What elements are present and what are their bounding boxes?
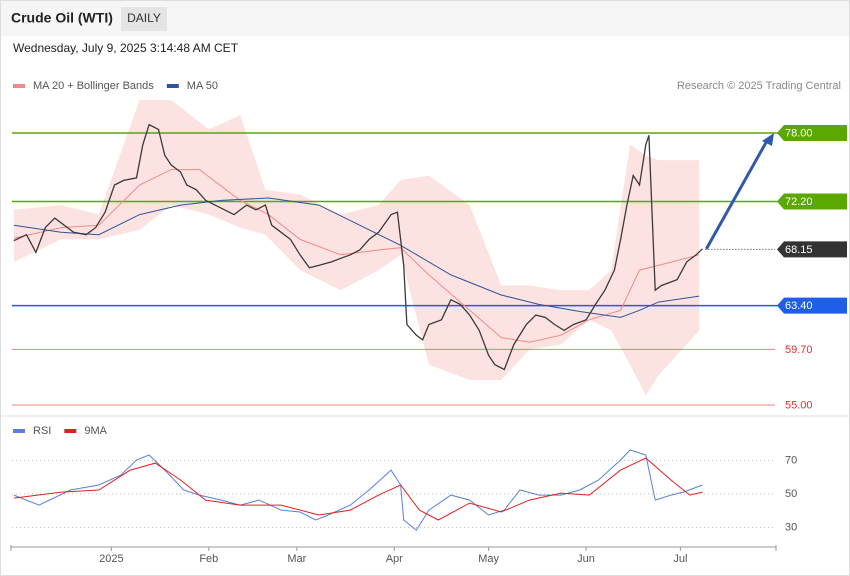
- legend-label[interactable]: MA 20 + Bollinger Bands: [33, 80, 154, 92]
- x-tick-label: Feb: [199, 553, 218, 565]
- level-box: [777, 193, 847, 210]
- legend-swatch[interactable]: [166, 84, 179, 88]
- level-label: 59.70: [785, 344, 813, 356]
- legend-swatch[interactable]: [13, 429, 25, 433]
- projection-arrow: [705, 138, 770, 250]
- timeframe[interactable]: DAILY: [127, 11, 161, 25]
- y-tick-label: 50: [785, 488, 797, 500]
- series-line: [13, 197, 700, 318]
- level-label: 72.20: [785, 196, 813, 208]
- series-line: [13, 449, 703, 531]
- level-label: 55.00: [785, 399, 813, 411]
- legend-label[interactable]: 9MA: [84, 425, 107, 437]
- level-box: [777, 124, 847, 141]
- level-label: 78.00: [785, 127, 813, 139]
- title: Crude Oil (WTI): [11, 10, 113, 26]
- x-tick-label: May: [478, 553, 499, 565]
- y-tick-label: 70: [785, 454, 797, 466]
- x-tick-label: Apr: [386, 553, 403, 565]
- x-tick-label: Jul: [673, 553, 687, 565]
- x-tick-label: Mar: [287, 553, 306, 565]
- timestamp: Wednesday, July 9, 2025 3:14:48 AM CET: [13, 41, 239, 55]
- level-label: 68.15: [785, 244, 813, 256]
- x-tick-label: 2025: [99, 553, 123, 565]
- level-box: [777, 297, 847, 314]
- projection-arrowhead: [762, 132, 774, 146]
- timeframe-chip[interactable]: [121, 7, 167, 31]
- series-line: [13, 123, 703, 371]
- credit: Research © 2025 Trading Central: [677, 80, 841, 92]
- legend-label[interactable]: MA 50: [187, 80, 218, 92]
- series-line: [13, 457, 703, 521]
- y-tick-label: 30: [785, 521, 797, 533]
- legend-label[interactable]: RSI: [33, 425, 51, 437]
- legend-swatch[interactable]: [64, 429, 77, 433]
- level-label: 63.40: [785, 300, 813, 312]
- legend-swatch[interactable]: [13, 84, 25, 88]
- x-tick-label: Jun: [577, 553, 595, 565]
- level-box: [777, 241, 847, 258]
- bollinger-band: [13, 99, 700, 396]
